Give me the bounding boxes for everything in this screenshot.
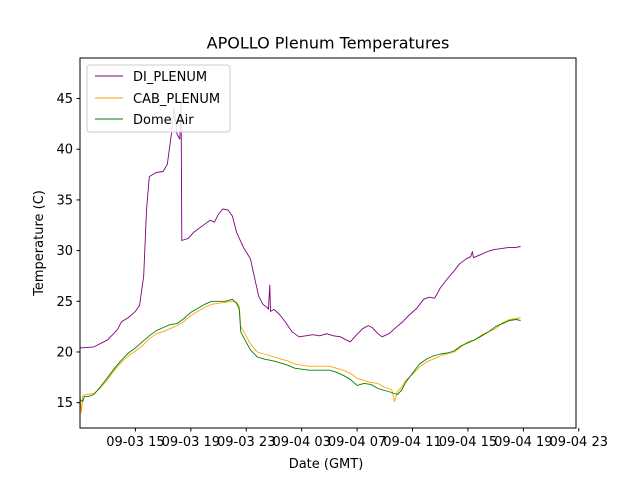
series-line-cab-plenum	[80, 300, 521, 414]
series-layer	[80, 103, 521, 414]
x-tick-label-09-04-11: 09-04 11	[383, 435, 441, 450]
x-tick-label-09-04-03: 09-04 03	[272, 435, 330, 450]
series-line-di-plenum	[80, 103, 521, 349]
legend-box	[86, 64, 231, 133]
x-tick-label-09-03-19: 09-03 19	[162, 435, 220, 450]
x-tick-label-09-04-15: 09-04 15	[439, 435, 497, 450]
x-tick-label-09-03-23: 09-03 23	[217, 435, 275, 450]
x-tick-label-09-04-07: 09-04 07	[328, 435, 386, 450]
y-axis: 15 20 25 30 35 40 45	[56, 92, 80, 411]
legend-label-cab-plenum: CAB_PLENUM	[133, 92, 220, 107]
x-tick-label-09-04-19: 09-04 19	[494, 435, 552, 450]
chart-title: APOLLO Plenum Temperatures	[207, 34, 450, 53]
y-tick-label-15: 15	[56, 396, 73, 411]
series-line-dome-air	[80, 298, 521, 403]
y-tick-label-40: 40	[56, 143, 73, 158]
legend: DI_PLENUM CAB_PLENUM Dome Air	[86, 64, 231, 133]
y-tick-label-25: 25	[56, 295, 73, 310]
y-tick-label-45: 45	[56, 92, 73, 107]
y-tick-label-30: 30	[56, 244, 73, 259]
legend-label-dome-air: Dome Air	[133, 113, 194, 128]
x-tick-label-09-04-23: 09-04 23	[550, 435, 608, 450]
y-axis-label: Temperature (C)	[32, 190, 47, 297]
x-axis-label: Date (GMT)	[289, 457, 364, 472]
y-tick-label-20: 20	[56, 345, 73, 360]
x-tick-label-09-03-15: 09-03 15	[106, 435, 164, 450]
y-tick-label-35: 35	[56, 193, 73, 208]
plot-frame	[79, 57, 577, 429]
legend-label-di-plenum: DI_PLENUM	[133, 70, 207, 85]
